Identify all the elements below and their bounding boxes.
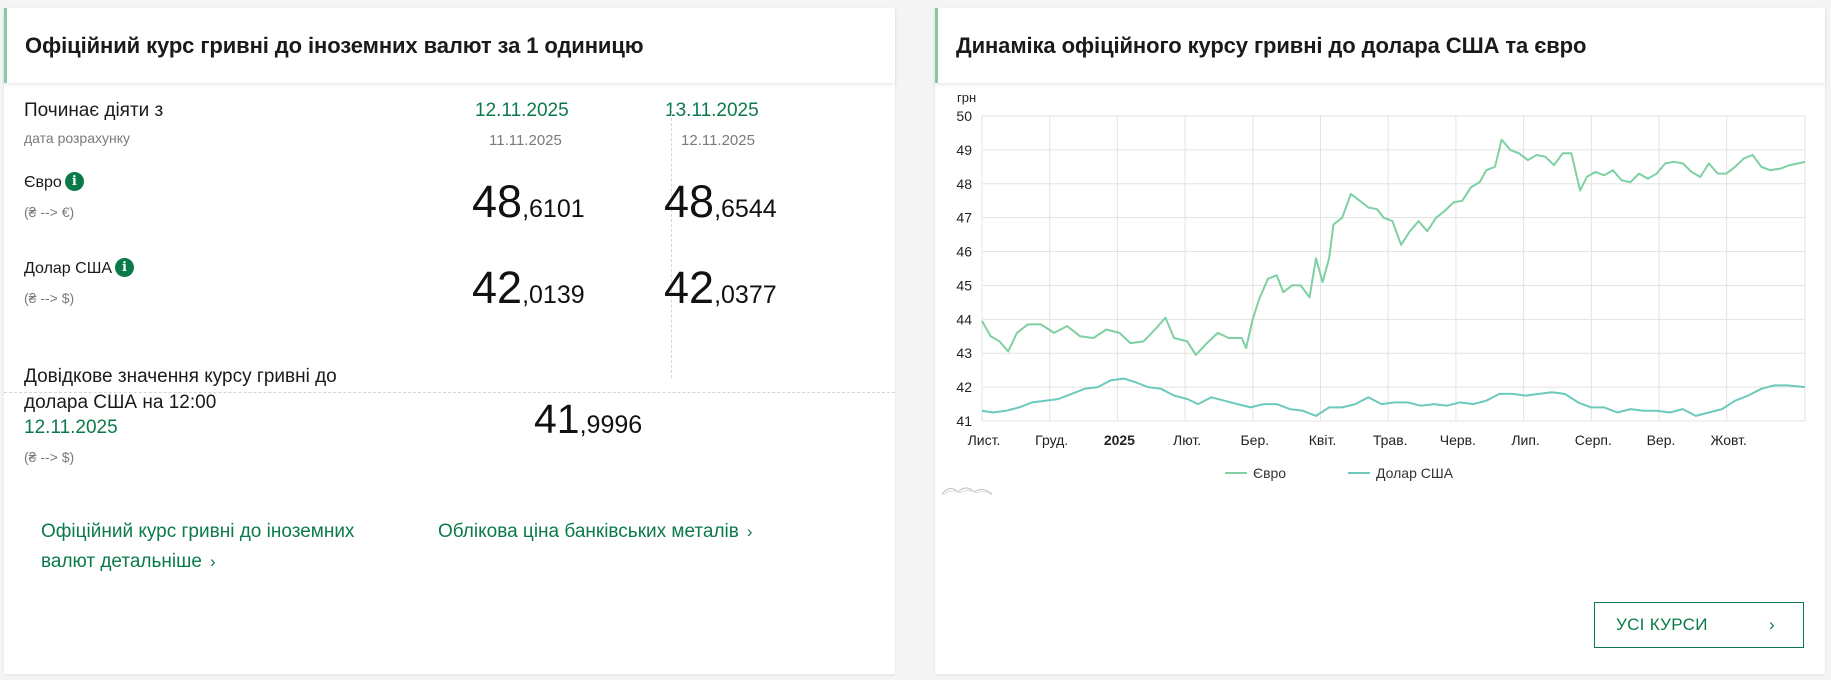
x-tick-label: Лист.	[968, 432, 1001, 448]
usd-direction: (₴ --> $)	[24, 290, 75, 306]
reference-rate-label: Довідкове значення курсу гривні до долар…	[24, 366, 337, 413]
y-tick-label: 45	[956, 277, 972, 293]
rate-dynamics-header: Динаміка офіційного курсу гривні до дола…	[935, 8, 1825, 83]
calc-date-label: дата розрахунку	[24, 130, 130, 146]
y-tick-label: 44	[956, 311, 972, 327]
chevron-right-icon: ›	[209, 552, 216, 571]
y-axis-label: грн	[957, 90, 976, 105]
y-tick-label: 48	[956, 176, 972, 192]
x-tick-label: Лют.	[1173, 432, 1201, 448]
starts-label: Починає діяти з	[24, 100, 164, 121]
all-rates-button[interactable]: УСІ КУРСИ ›	[1594, 602, 1804, 648]
legend-label: Долар США	[1376, 465, 1454, 481]
rate-dynamics-chart[interactable]: 41 42 43 44 45 46 47 48 49 50 грн Лист. Груд. 2025 Лют…	[935, 83, 1825, 503]
rate-dynamics-title: Динаміка офіційного курсу гривні до дола…	[956, 33, 1587, 58]
official-rates-header: Офіційний курс гривні до іноземних валют…	[4, 8, 895, 83]
x-tick-label: Бер.	[1240, 432, 1269, 448]
col1-usd-rate: 42,0139	[472, 262, 585, 313]
usd-label-row: Долар США i	[24, 258, 135, 278]
y-tick-label: 41	[956, 413, 972, 429]
y-tick-label: 49	[956, 142, 972, 158]
x-tick-label: Квіт.	[1309, 432, 1336, 448]
column-divider	[671, 108, 672, 378]
x-tick-label: 2025	[1104, 432, 1135, 448]
reference-rate-direction: (₴ --> $)	[24, 449, 75, 465]
x-tick-label: Серп.	[1575, 432, 1612, 448]
x-tick-label: Вер.	[1647, 432, 1676, 448]
col2-calc-date: 12.11.2025	[681, 132, 755, 149]
bank-metals-link[interactable]: Облікова ціна банківських металів ›	[438, 517, 753, 547]
col2-effective-date: 13.11.2025	[665, 100, 759, 121]
y-tick-label: 50	[956, 108, 972, 124]
y-tick-label: 43	[956, 345, 972, 361]
chevron-right-icon: ›	[746, 522, 753, 541]
x-tick-label: Груд.	[1035, 432, 1068, 448]
detailed-rates-link[interactable]: Офіційний курс гривні до іноземних валют …	[41, 517, 354, 577]
col2-eur-rate: 48,6544	[664, 176, 777, 227]
y-tick-label: 42	[956, 379, 972, 395]
col1-effective-date: 12.11.2025	[475, 100, 569, 121]
series-line	[981, 138, 1806, 356]
eur-direction: (₴ --> €)	[24, 204, 75, 220]
info-icon[interactable]: i	[115, 258, 135, 277]
official-rates-card: Офіційний курс гривні до іноземних валют…	[4, 8, 895, 674]
y-tick-label: 47	[956, 210, 972, 226]
x-tick-label: Лип.	[1511, 432, 1539, 448]
usd-label: Долар США	[24, 260, 113, 277]
reference-rate-date: 12.11.2025	[24, 417, 118, 438]
col1-eur-rate: 48,6101	[472, 176, 585, 227]
x-tick-label: Жовт.	[1710, 432, 1746, 448]
x-tick-label: Трав.	[1373, 432, 1408, 448]
legend-label: Євро	[1253, 465, 1286, 481]
col1-calc-date: 11.11.2025	[489, 132, 562, 149]
series-line	[981, 377, 1806, 417]
rate-dynamics-card: Динаміка офіційного курсу гривні до дола…	[935, 8, 1825, 674]
reference-rate-value: 41,9996	[534, 396, 643, 442]
official-rates-title: Офіційний курс гривні до іноземних валют…	[25, 33, 644, 58]
x-tick-label: Черв.	[1440, 432, 1476, 448]
y-tick-label: 46	[956, 244, 972, 260]
eur-label: Євро	[24, 174, 62, 191]
section-divider	[4, 392, 895, 393]
info-icon[interactable]: i	[64, 172, 84, 191]
eur-label-row: Євро i	[24, 172, 84, 192]
chart-loader-icon	[941, 487, 993, 496]
chevron-right-icon: ›	[1769, 615, 1775, 634]
col2-usd-rate: 42,0377	[664, 262, 777, 313]
